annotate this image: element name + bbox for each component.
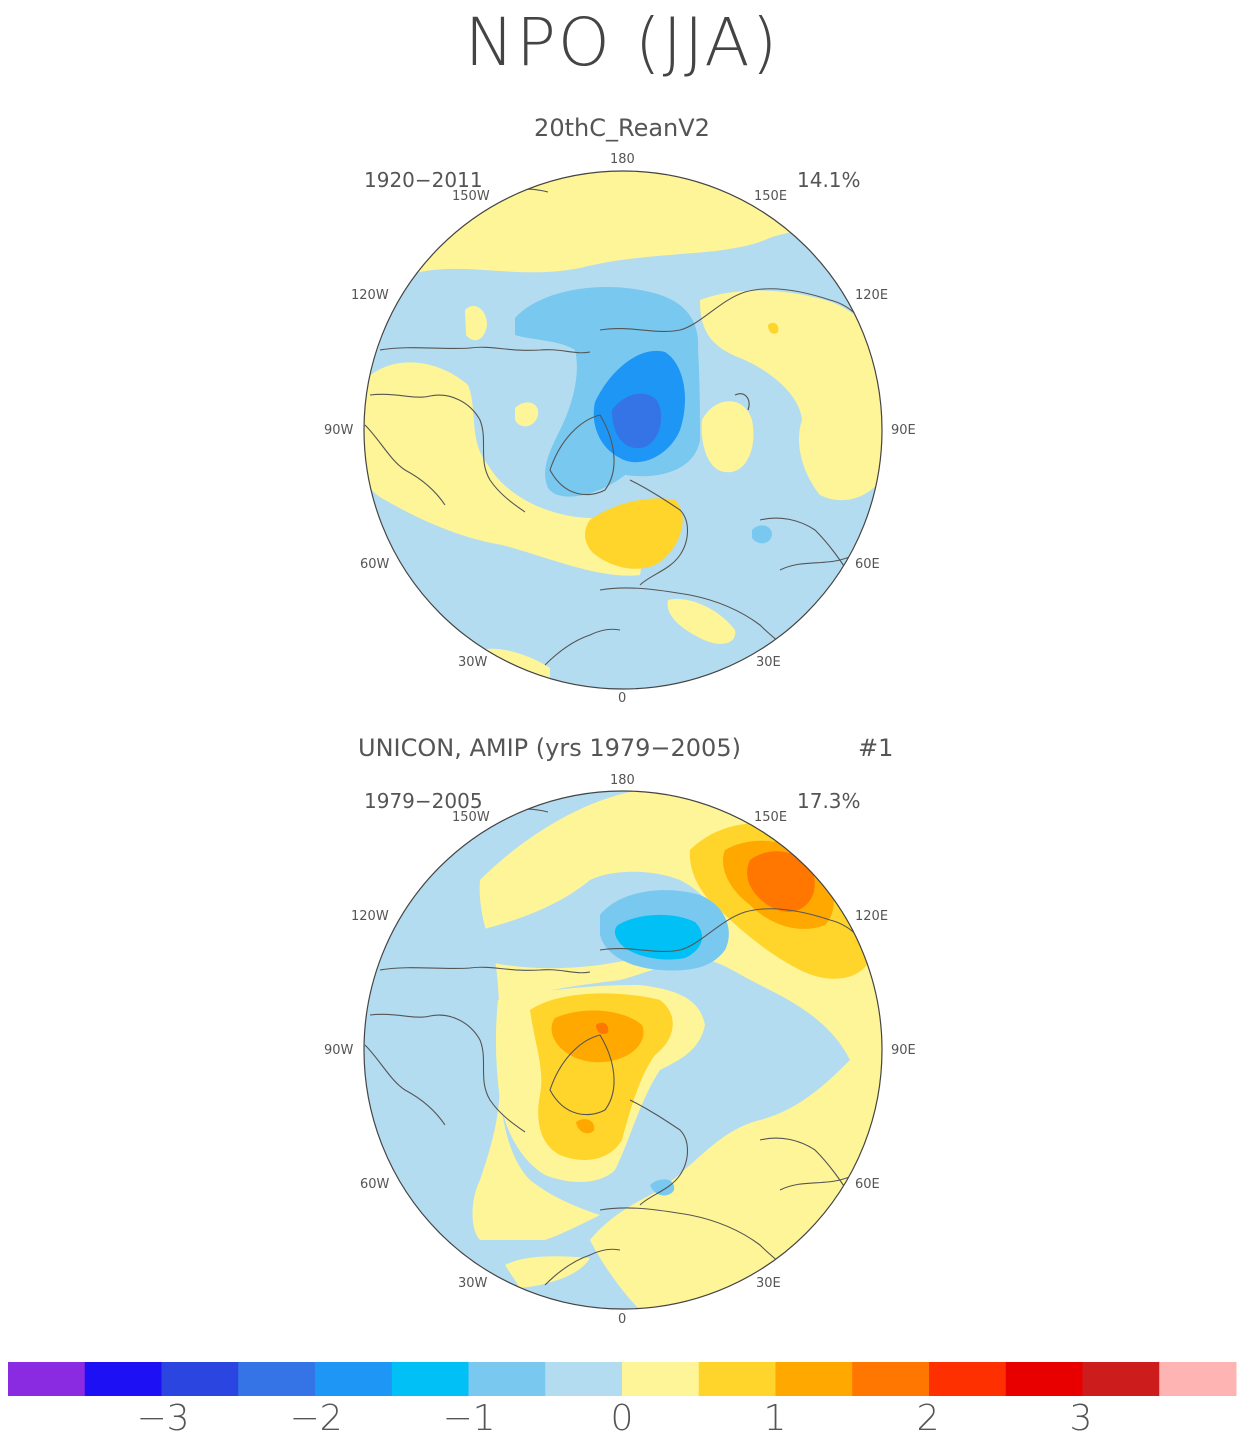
lon-label-90e: 90E bbox=[891, 1043, 916, 1058]
lon-label-120e: 120E bbox=[855, 288, 889, 303]
coastline bbox=[364, 424, 446, 506]
negative-region bbox=[614, 914, 703, 960]
colorbar-swatch bbox=[622, 1362, 700, 1396]
figure-title: NPO (JJA) bbox=[464, 4, 780, 81]
positive-region bbox=[701, 401, 754, 473]
coastline bbox=[379, 346, 591, 354]
colorbar-swatch bbox=[545, 1362, 623, 1396]
map-boundary bbox=[363, 790, 883, 1310]
colorbar-swatch bbox=[84, 1362, 162, 1396]
positive-region bbox=[667, 599, 736, 644]
coastline bbox=[629, 1099, 689, 1206]
colorbar-tick-label: 3 bbox=[1069, 1398, 1093, 1439]
lon-label-180: 180 bbox=[610, 773, 635, 788]
colorbar-swatch bbox=[391, 1362, 469, 1396]
coastline bbox=[379, 966, 591, 974]
colorbar-swatch bbox=[775, 1362, 853, 1396]
positive-region bbox=[700, 290, 882, 501]
positive-region bbox=[515, 402, 539, 427]
map-boundary bbox=[363, 170, 883, 690]
lon-label-0: 0 bbox=[618, 691, 627, 706]
positive-region bbox=[364, 362, 650, 576]
lon-label-120e: 120E bbox=[855, 909, 889, 924]
lon-label-60e: 60E bbox=[855, 557, 880, 572]
coastline bbox=[544, 628, 621, 666]
colorbar-swatch bbox=[1082, 1362, 1160, 1396]
colorbar-tick-label: −1 bbox=[442, 1398, 496, 1439]
map-panel-1 bbox=[363, 170, 883, 690]
panel-2-variance: 17.3% bbox=[797, 789, 861, 813]
coastline bbox=[599, 288, 873, 341]
lon-label-30e: 30E bbox=[756, 1276, 781, 1291]
panel-2-member: #1 bbox=[858, 734, 894, 762]
coastline bbox=[734, 393, 750, 411]
panel-2-period: 1979−2005 bbox=[364, 789, 483, 813]
colorbar-swatch bbox=[698, 1362, 776, 1396]
negative-region bbox=[612, 393, 662, 449]
coastline bbox=[369, 393, 526, 513]
lon-label-90e: 90E bbox=[891, 423, 916, 438]
lon-label-30e: 30E bbox=[756, 655, 781, 670]
colorbar-swatch bbox=[468, 1362, 546, 1396]
colorbar-tick-label: −3 bbox=[136, 1398, 190, 1439]
positive-region bbox=[585, 498, 683, 569]
colorbar-swatch bbox=[1005, 1362, 1083, 1396]
colorbar-swatch bbox=[238, 1362, 316, 1396]
positive-region bbox=[576, 1119, 595, 1134]
lon-label-60e: 60E bbox=[855, 1177, 880, 1192]
panel-1-title: 20thC_ReanV2 bbox=[534, 114, 710, 142]
coastline bbox=[364, 1044, 446, 1126]
lon-label-150e: 150E bbox=[754, 189, 788, 204]
colorbar-swatch bbox=[161, 1362, 239, 1396]
coastline bbox=[369, 1013, 526, 1133]
positive-region bbox=[505, 1256, 590, 1288]
negative-region bbox=[752, 525, 772, 544]
panel-1-variance: 14.1% bbox=[797, 168, 861, 192]
colorbar-tick-label: 2 bbox=[916, 1398, 940, 1439]
colorbar bbox=[8, 1362, 1237, 1396]
positive-region bbox=[703, 1208, 718, 1236]
positive-region bbox=[596, 1022, 609, 1034]
panel-1-period: 1920−2011 bbox=[364, 168, 483, 192]
colorbar-tick-label: 0 bbox=[610, 1398, 634, 1439]
coastline bbox=[759, 1137, 851, 1196]
coastline bbox=[544, 1248, 621, 1286]
positive-region bbox=[465, 305, 487, 341]
colorbar-swatch bbox=[8, 1362, 86, 1396]
lon-label-150w: 150W bbox=[452, 810, 490, 825]
colorbar-swatch bbox=[1159, 1362, 1237, 1396]
lon-label-60w: 60W bbox=[360, 1177, 390, 1192]
lon-label-120w: 120W bbox=[351, 288, 389, 303]
lon-label-120w: 120W bbox=[351, 909, 389, 924]
coastline bbox=[629, 479, 689, 586]
lon-label-30w: 30W bbox=[458, 1276, 488, 1291]
lon-label-150e: 150E bbox=[754, 810, 788, 825]
colorbar-swatch bbox=[315, 1362, 393, 1396]
lon-label-90w: 90W bbox=[324, 1043, 354, 1058]
colorbar-tick-label: −2 bbox=[289, 1398, 343, 1439]
coastline bbox=[759, 517, 851, 576]
coastline bbox=[549, 414, 615, 496]
coastline bbox=[599, 908, 873, 961]
contour-field-1 bbox=[364, 171, 882, 689]
negative-region bbox=[650, 1179, 675, 1196]
lon-label-0: 0 bbox=[618, 1312, 627, 1327]
positive-region bbox=[747, 851, 815, 912]
lon-label-60w: 60W bbox=[360, 557, 390, 572]
panel-2-title: UNICON, AMIP (yrs 1979−2005) bbox=[358, 734, 741, 762]
lon-label-90w: 90W bbox=[324, 423, 354, 438]
lon-label-30w: 30W bbox=[458, 655, 488, 670]
colorbar-tick-label: 1 bbox=[763, 1398, 787, 1439]
colorbar-swatch bbox=[852, 1362, 930, 1396]
colorbar-swatch bbox=[929, 1362, 1007, 1396]
map-panel-2 bbox=[363, 790, 883, 1310]
positive-region bbox=[768, 322, 779, 334]
contour-field-2 bbox=[364, 791, 882, 1309]
lon-label-150w: 150W bbox=[452, 189, 490, 204]
coastline bbox=[549, 1034, 615, 1116]
lon-label-180: 180 bbox=[610, 152, 635, 167]
